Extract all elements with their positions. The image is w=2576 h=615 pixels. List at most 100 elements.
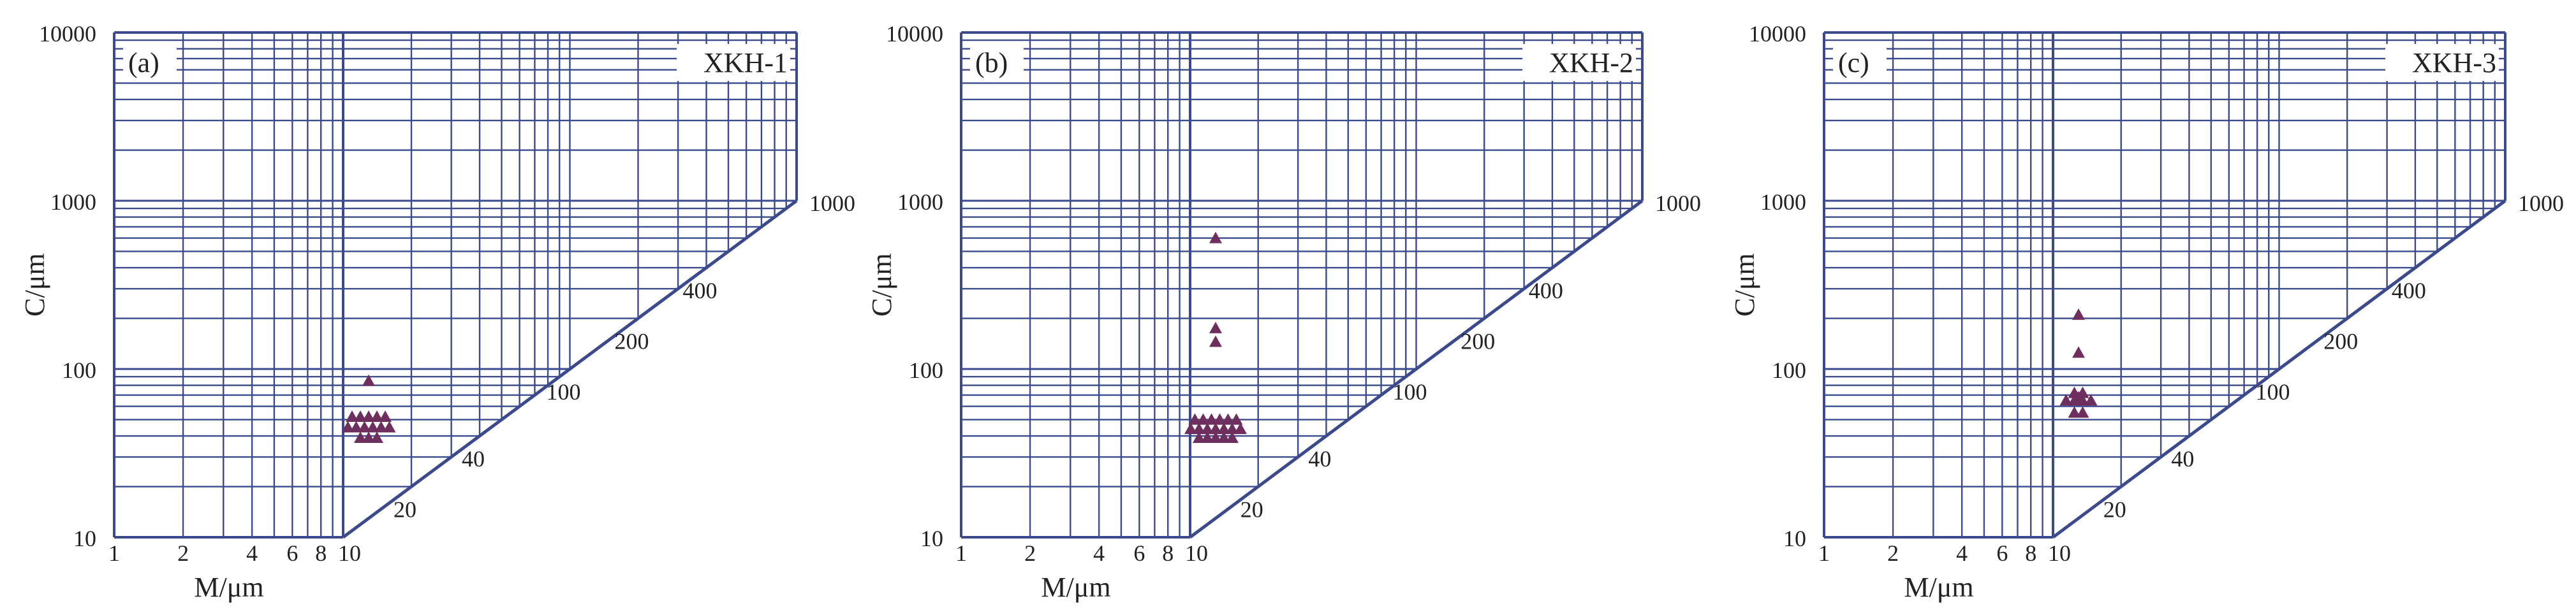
diag-tick-label: 200 <box>1461 329 1495 354</box>
data-point <box>362 374 375 386</box>
y-tick-label: 10 <box>920 526 943 551</box>
x-tick-label: 1 <box>108 540 120 566</box>
data-point <box>1193 431 1205 443</box>
panel-label-box <box>970 44 1024 81</box>
y-tick-label: 1000 <box>1760 189 1806 215</box>
diag-tick-label: 20 <box>2103 497 2126 523</box>
y-tick-label: 10 <box>73 526 96 551</box>
data-point <box>2084 394 2098 406</box>
data-point <box>1218 423 1230 435</box>
y-tick-label: 10000 <box>886 21 943 47</box>
data-point <box>341 421 355 433</box>
data-point <box>371 410 383 422</box>
x-tick-label: 8 <box>2025 540 2036 566</box>
data-point <box>2076 406 2089 418</box>
y-tick-label: 1000 <box>897 189 943 215</box>
sample-label: XKH-2 <box>1549 47 1633 78</box>
data-point <box>371 431 383 443</box>
diag-tick-label: 1000 <box>2518 191 2564 216</box>
x-tick-label: 4 <box>1093 540 1105 566</box>
data-point <box>1213 413 1226 425</box>
data-point <box>1209 423 1222 435</box>
data-point <box>2059 394 2073 406</box>
data-point <box>1201 431 1214 443</box>
diag-tick-label: 100 <box>2256 379 2290 405</box>
data-point <box>1209 431 1222 443</box>
data-point <box>1226 431 1239 443</box>
sample-label-box <box>677 44 790 81</box>
panel-label: (b) <box>975 47 1008 78</box>
diag-tick-label: 1000 <box>809 191 855 216</box>
x-tick-label: 2 <box>1024 540 1036 566</box>
data-point <box>1209 335 1222 347</box>
diag-tick-label: 40 <box>2171 446 2194 472</box>
diag-tick-label: 100 <box>547 379 581 405</box>
diag-tick-label: 400 <box>1529 278 1563 303</box>
data-point <box>346 410 358 422</box>
x-tick-label: 10 <box>1185 540 1208 566</box>
x-tick-label: 2 <box>1887 540 1899 566</box>
diagonal-axis-line <box>342 199 798 539</box>
data-point <box>2072 308 2085 320</box>
y-tick-label: 100 <box>909 358 943 383</box>
data-point <box>2072 346 2085 358</box>
data-point <box>379 410 392 422</box>
diag-tick-label: 40 <box>1308 446 1331 472</box>
data-point <box>362 431 375 443</box>
y-tick-label: 1000 <box>50 189 96 215</box>
data-point <box>1218 431 1230 443</box>
panel-label-box <box>1833 44 1887 81</box>
x-tick-label: 8 <box>315 540 327 566</box>
y-tick-label: 100 <box>62 358 96 383</box>
y-tick-label: 10 <box>1783 526 1806 551</box>
x-tick-label: 1 <box>955 540 967 566</box>
x-axis-title: M/μm <box>194 572 263 603</box>
chart-panel-3: (c) XKH-3 10 100 1000 10000 1 2 4 6 8 10 20 40 100 200 4… <box>1729 21 2564 603</box>
x-tick-label: 2 <box>177 540 189 566</box>
sample-label-box <box>1522 44 1636 81</box>
x-tick-label: 4 <box>1956 540 1968 566</box>
x-tick-label: 10 <box>2048 540 2071 566</box>
data-point <box>1196 413 1210 425</box>
x-tick-label: 1 <box>1818 540 1830 566</box>
data-point <box>362 410 375 422</box>
data-point <box>2076 394 2089 406</box>
data-point <box>1234 423 1247 435</box>
diagonal-axis-line <box>2052 199 2506 539</box>
y-axis-title: C/μm <box>19 253 50 316</box>
diag-tick-label: 40 <box>462 446 485 472</box>
data-point <box>354 410 367 422</box>
diag-tick-label: 1000 <box>1655 191 1701 216</box>
data-point <box>1230 413 1243 425</box>
panel-label-box <box>123 44 177 81</box>
diagonal-axis-line <box>1189 199 1644 539</box>
x-tick-label: 8 <box>1162 540 1174 566</box>
data-point <box>366 421 379 433</box>
data-point <box>1188 413 1202 425</box>
y-tick-label: 10000 <box>39 21 96 47</box>
data-point <box>358 421 371 433</box>
y-axis-title: C/μm <box>1729 253 1760 316</box>
diag-tick-label: 20 <box>1240 497 1263 523</box>
data-point <box>383 421 396 433</box>
data-point <box>350 421 363 433</box>
data-point <box>1193 423 1205 435</box>
diag-tick-label: 200 <box>2323 329 2358 354</box>
sample-label: XKH-1 <box>703 47 788 78</box>
chart-panel-2: (b) XKH-2 10 100 1000 10000 1 2 4 6 8 10 20 40 100 200 4… <box>866 21 1701 603</box>
data-point <box>1209 231 1222 243</box>
data-point <box>374 421 388 433</box>
x-axis-title: M/μm <box>1904 572 1973 603</box>
diag-tick-label: 200 <box>615 329 649 354</box>
diag-tick-label: 400 <box>683 278 718 303</box>
diag-tick-label: 100 <box>1393 379 1427 405</box>
data-point <box>2068 394 2081 406</box>
data-point <box>1205 413 1218 425</box>
panel-label: (a) <box>128 47 159 78</box>
data-point <box>354 431 367 443</box>
data-point <box>2068 406 2081 418</box>
x-tick-label: 6 <box>1133 540 1145 566</box>
y-tick-label: 10000 <box>1749 21 1806 47</box>
